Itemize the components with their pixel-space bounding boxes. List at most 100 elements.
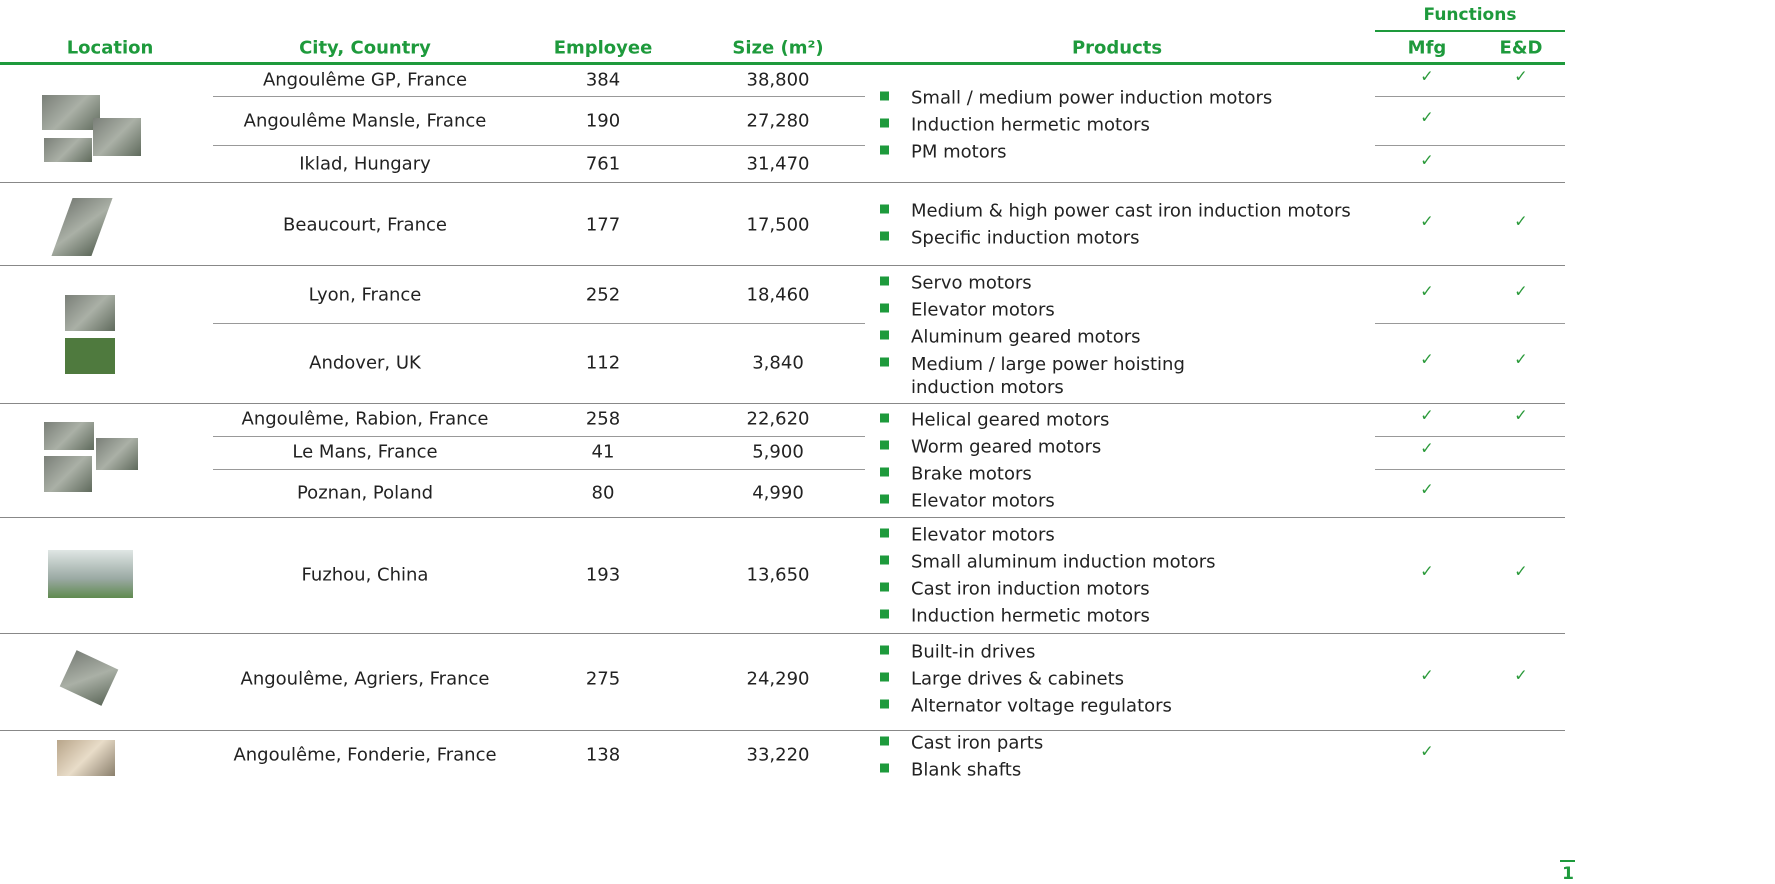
- bullet: [880, 357, 889, 367]
- bullet: [880, 303, 889, 313]
- product: Brake motors: [911, 463, 1032, 485]
- employee: 252: [585, 284, 621, 306]
- column-header: Location: [66, 37, 154, 59]
- ed-check: ✓: [1514, 561, 1528, 581]
- product: Small / medium power induction motors: [911, 87, 1273, 109]
- site-photo: [65, 295, 115, 331]
- bullet: [880, 609, 889, 619]
- site-divider: [1375, 323, 1565, 324]
- ed-check: ✓: [1514, 665, 1528, 685]
- bullet: [880, 528, 889, 538]
- bullet: [880, 763, 889, 773]
- employee: 761: [585, 153, 621, 175]
- mfg-check: ✓: [1420, 665, 1434, 685]
- product: Elevator motors: [911, 299, 1055, 321]
- size: 24,290: [746, 668, 810, 690]
- size: 3,840: [752, 352, 804, 374]
- employee: 193: [585, 564, 621, 586]
- product: Helical geared motors: [911, 409, 1110, 431]
- product: Specific induction motors: [911, 227, 1140, 249]
- city-country: Poznan, Poland: [296, 482, 434, 504]
- product: Medium / large power hoisting induction …: [911, 354, 1185, 398]
- product: Aluminum geared motors: [911, 326, 1141, 348]
- site-photo: [57, 740, 115, 776]
- site-divider: [1375, 436, 1565, 437]
- site-photo: [59, 650, 119, 706]
- column-header: E&D: [1499, 37, 1543, 59]
- product: PM motors: [911, 141, 1007, 163]
- product: Built-in drives: [911, 641, 1036, 663]
- employee: 190: [585, 110, 621, 132]
- product: Elevator motors: [911, 490, 1055, 512]
- product: Large drives & cabinets: [911, 668, 1125, 690]
- site-photo: [65, 338, 115, 374]
- mfg-check: ✓: [1420, 281, 1434, 301]
- size: 17,500: [746, 214, 810, 236]
- city-country: Angoulême, Agriers, France: [240, 668, 490, 690]
- bullet: [880, 672, 889, 682]
- group-divider: [0, 517, 1565, 518]
- group-divider: [0, 730, 1565, 731]
- mfg-check: ✓: [1420, 349, 1434, 369]
- mfg-check: ✓: [1420, 479, 1434, 499]
- city-country: Iklad, Hungary: [299, 153, 431, 175]
- city-country: Fuzhou, China: [301, 564, 429, 586]
- site-photo: [42, 95, 100, 130]
- mfg-check: ✓: [1420, 107, 1434, 127]
- site-photo: [44, 422, 94, 450]
- product: Servo motors: [911, 272, 1032, 294]
- product: Elevator motors: [911, 524, 1055, 546]
- site-photo: [48, 550, 133, 598]
- column-header: City, Country: [299, 37, 431, 59]
- site-photo: [93, 118, 141, 156]
- column-header: Size (m²): [732, 37, 824, 59]
- site-photo: [51, 198, 113, 256]
- employee: 177: [585, 214, 621, 236]
- site-divider: [1375, 96, 1565, 97]
- employee: 138: [585, 744, 621, 766]
- site-divider: [213, 469, 865, 470]
- site-divider: [213, 96, 865, 97]
- bullet: [880, 736, 889, 746]
- bullet: [880, 582, 889, 592]
- group-divider: [0, 265, 1565, 266]
- mfg-check: ✓: [1420, 211, 1434, 231]
- column-header: Products: [1071, 37, 1163, 59]
- ed-check: ✓: [1514, 349, 1528, 369]
- mfg-check: ✓: [1420, 66, 1434, 86]
- size: 4,990: [752, 482, 804, 504]
- group-divider: [0, 633, 1565, 634]
- city-country: Le Mans, France: [292, 441, 438, 463]
- city-country: Angoulême, Fonderie, France: [233, 744, 497, 766]
- bullet: [880, 276, 889, 286]
- product: Cast iron parts: [911, 732, 1044, 754]
- ed-check: ✓: [1514, 405, 1528, 425]
- group-divider: [0, 403, 1565, 404]
- bullet: [880, 91, 889, 101]
- bullet: [880, 231, 889, 241]
- functions-header: Functions: [1423, 5, 1517, 25]
- employee: 112: [585, 352, 621, 374]
- city-country: Lyon, France: [308, 284, 422, 306]
- city-country: Angoulême, Rabion, France: [241, 408, 489, 430]
- site-divider: [213, 323, 865, 324]
- product: Medium & high power cast iron induction …: [911, 200, 1351, 222]
- column-header: Mfg: [1407, 37, 1447, 59]
- site-divider: [1375, 145, 1565, 146]
- header-rule: [0, 62, 1565, 65]
- city-country: Beaucourt, France: [283, 214, 447, 236]
- employee: 384: [585, 69, 621, 91]
- size: 31,470: [746, 153, 810, 175]
- product: Worm geared motors: [911, 436, 1102, 458]
- product: Induction hermetic motors: [911, 605, 1150, 627]
- size: 13,650: [746, 564, 810, 586]
- bullet: [880, 467, 889, 477]
- size: 5,900: [752, 441, 804, 463]
- column-header: Employee: [553, 37, 653, 59]
- ed-check: ✓: [1514, 211, 1528, 231]
- mfg-check: ✓: [1420, 150, 1434, 170]
- bullet: [880, 330, 889, 340]
- size: 18,460: [746, 284, 810, 306]
- employee: 258: [585, 408, 621, 430]
- size: 27,280: [746, 110, 810, 132]
